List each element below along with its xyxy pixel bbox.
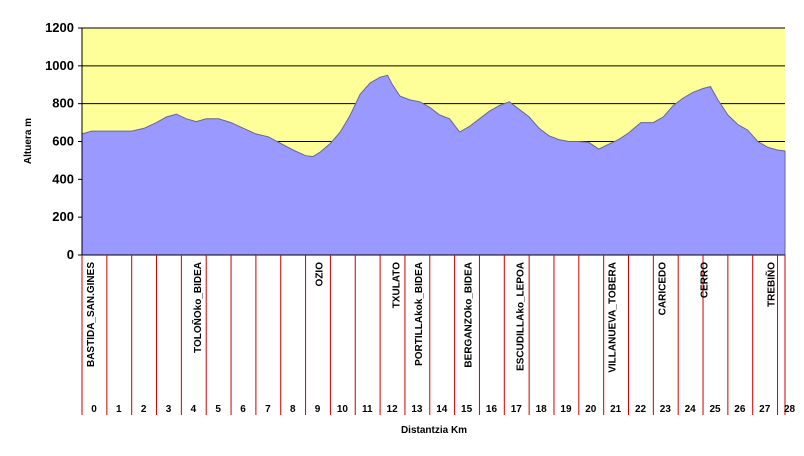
x-tick-label: 6 <box>240 404 246 415</box>
y-tick-label: 1200 <box>45 20 74 35</box>
x-tick-label: 14 <box>436 404 448 415</box>
waypoint-marker-lines <box>81 255 786 415</box>
waypoint-labels: BASTIDA_SAN.GINES TOLOÑOko_BIDEA OZIO TXULA… <box>86 262 778 373</box>
y-tick-label: 200 <box>52 209 74 224</box>
x-tick-label: 26 <box>734 404 746 415</box>
y-axis-label: Altuera m <box>23 118 34 164</box>
x-tick-label: 20 <box>585 404 597 415</box>
x-tick-label: 4 <box>191 404 197 415</box>
x-tick-label: 27 <box>759 404 771 415</box>
x-tick-label: 16 <box>486 404 498 415</box>
x-axis-label: Distantzia Km <box>401 425 467 436</box>
x-tick-label: 24 <box>685 404 697 415</box>
x-tick-label: 13 <box>411 404 423 415</box>
y-tick-label: 0 <box>67 247 74 262</box>
waypoint-label: VILLANUEVA_TOBERA <box>608 262 619 373</box>
x-tick-label: 8 <box>290 404 296 415</box>
y-axis: 0 200 400 600 800 1000 1200 <box>45 20 785 262</box>
x-tick-label: 12 <box>387 404 399 415</box>
x-tick-label: 10 <box>337 404 349 415</box>
waypoint-label: CARICEDO <box>657 262 668 316</box>
x-tick-label: 9 <box>315 404 321 415</box>
waypoint-label: TXULATO <box>392 262 403 309</box>
x-tick-label: 11 <box>362 404 373 415</box>
y-tick-label: 400 <box>52 171 74 186</box>
x-tick-label: 3 <box>166 404 172 415</box>
x-tick-label: 25 <box>709 404 721 415</box>
x-tick-label: 18 <box>536 404 548 415</box>
waypoint-label: ESCUDILLAko_LEPOA <box>516 262 527 371</box>
x-tick-label: 21 <box>610 404 622 415</box>
x-tick-label: 2 <box>141 404 147 415</box>
waypoint-label: CERRO <box>700 262 711 298</box>
x-tick-label: 1 <box>116 404 122 415</box>
x-axis-tick-labels: 0 1 2 3 4 5 6 7 8 9 10 11 12 13 14 15 16 17 18 19 20 21 22 23 24… <box>91 404 795 415</box>
waypoint-label: PORTILLAkok_BIDEA <box>414 262 425 366</box>
x-tick-label: 5 <box>215 404 221 415</box>
x-tick-label: 22 <box>635 404 647 415</box>
y-tick-label: 600 <box>52 134 74 149</box>
waypoint-label: BASTIDA_SAN.GINES <box>86 262 97 367</box>
waypoint-label: BERGANZOko_BIDEA <box>464 262 475 368</box>
waypoint-label: TREBIÑO <box>765 262 778 307</box>
x-tick-label: 7 <box>265 404 271 415</box>
y-tick-label: 800 <box>52 96 74 111</box>
x-tick-label: 15 <box>461 404 473 415</box>
waypoint-label: TOLOÑOko_BIDEA <box>191 262 204 353</box>
x-tick-label: 0 <box>91 404 97 415</box>
elevation-area <box>81 74 786 256</box>
waypoint-label: OZIO <box>315 262 326 287</box>
x-tick-label: 17 <box>511 404 523 415</box>
x-tick-label: 23 <box>660 404 672 415</box>
x-tick-label: 19 <box>560 404 572 415</box>
y-tick-label: 1000 <box>45 58 74 73</box>
x-tick-label: 28 <box>784 404 796 415</box>
